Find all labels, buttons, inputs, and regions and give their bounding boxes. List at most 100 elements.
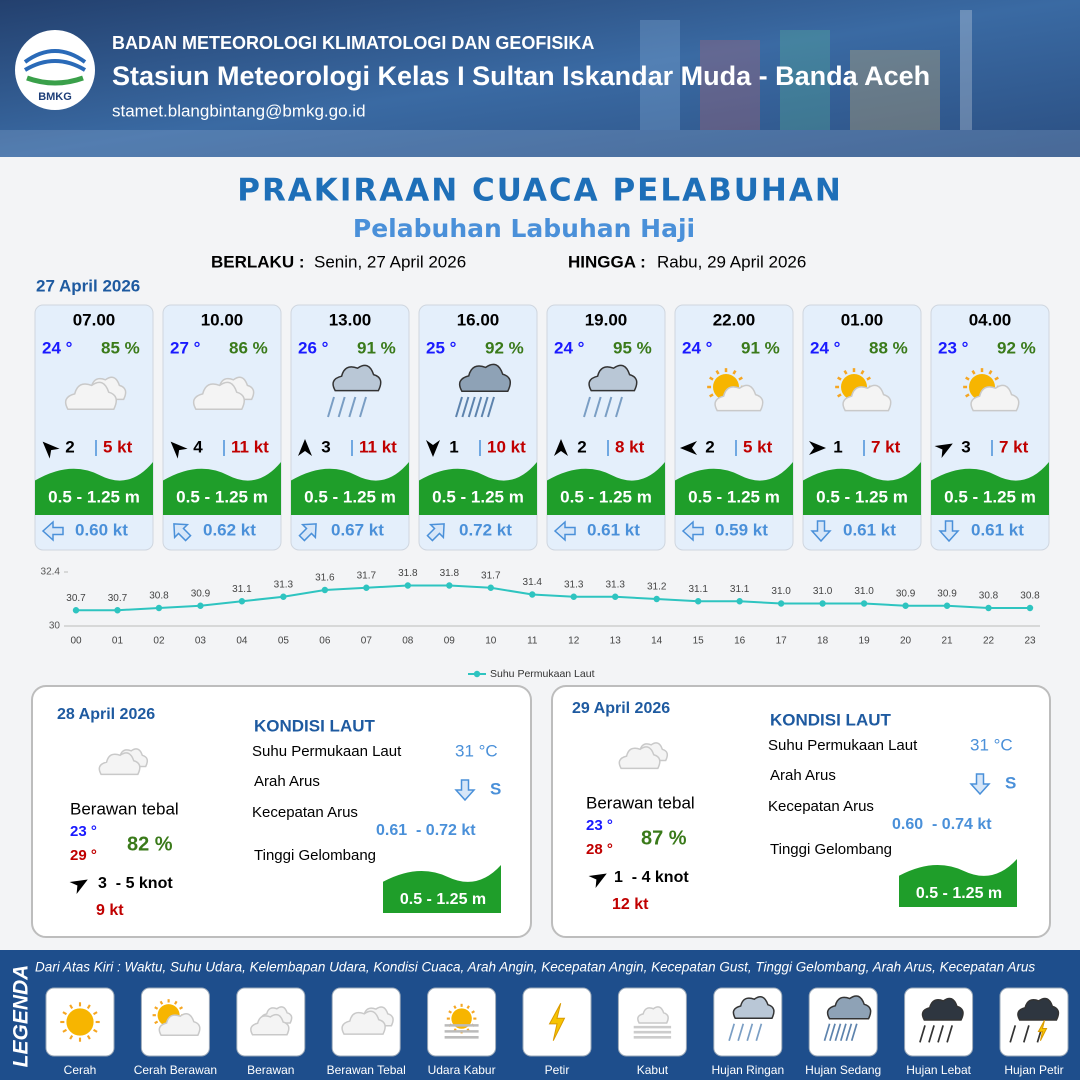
wave-height: 0.5 - 1.25 m [400, 891, 486, 908]
wave-height: 0.5 - 1.25 m [916, 885, 1002, 902]
x-tick-label: 09 [444, 636, 456, 647]
x-tick-label: 17 [776, 636, 788, 647]
date: 29 April 2026 [572, 700, 670, 717]
subtitle: Pelabuhan Labuhan Haji [353, 214, 695, 243]
sun-ray [93, 1028, 98, 1033]
cloud [970, 384, 1020, 412]
x-tick-label: 01 [112, 636, 124, 647]
logo-text: BMKG [38, 91, 72, 103]
point [860, 600, 868, 607]
x-tick-label: 18 [817, 636, 829, 647]
cloud [64, 381, 118, 410]
point [197, 602, 204, 609]
point [570, 593, 577, 600]
organization: BADAN METEOROLOGI KLIMATOLOGI DAN GEOFIS… [112, 33, 594, 53]
gust: 11 kt [231, 437, 269, 456]
current-speed: 0.61 kt [843, 520, 896, 539]
current-speed: 0.62 kt [203, 520, 256, 539]
value-label: 30.8 [149, 591, 169, 602]
y-tick-label: 32.4 [41, 567, 61, 578]
rain [583, 396, 591, 418]
value-label: 31.2 [647, 582, 667, 593]
rain [928, 1025, 935, 1043]
legend-item: Berawan [247, 1063, 294, 1077]
value-label: 31.1 [232, 584, 252, 595]
sun-ray [866, 376, 871, 381]
wave-label: Tinggi Gelombang [770, 841, 892, 858]
weather-icon [919, 997, 964, 1043]
sst-label: Suhu Permukaan Laut [252, 743, 402, 760]
x-tick-label: 02 [153, 636, 165, 647]
email: stamet.blangbintang@bmkg.go.id [112, 101, 366, 120]
value-label: 31.8 [398, 568, 418, 579]
rain [737, 1023, 745, 1041]
x-tick-label: 08 [402, 636, 414, 647]
sun-ray [715, 370, 720, 375]
weather-icon [444, 1003, 479, 1039]
x-tick-label: 23 [1024, 636, 1036, 647]
humidity: 88 % [869, 338, 908, 357]
sun-ray [179, 1006, 184, 1010]
humidity: 92 % [485, 338, 524, 357]
cloud [588, 364, 638, 392]
point [487, 584, 494, 591]
cloud [842, 384, 892, 412]
sun-ray [709, 376, 714, 381]
weather-icon [728, 996, 775, 1041]
point [653, 595, 660, 603]
humidity: 85 % [101, 338, 140, 357]
time: 04.00 [969, 310, 1012, 329]
rain [461, 396, 470, 418]
cloud [158, 1013, 201, 1037]
cloud [192, 381, 246, 410]
sun-ray [174, 1000, 178, 1005]
sun-ray [159, 1000, 164, 1005]
rain [829, 1023, 836, 1041]
rain [327, 396, 335, 418]
wave-band [383, 865, 501, 913]
rain [593, 396, 602, 418]
line [76, 584, 1030, 612]
wind: 1 - 4 knot [614, 869, 689, 886]
legend-item: Cerah Berawan [134, 1063, 217, 1077]
legend-items: Cerah Cerah Berawan Berawan Berawan Tebal Ud… [45, 987, 1069, 1077]
current-speed: 0.60 kt [75, 520, 128, 539]
temp-max: 29 ° [70, 847, 97, 864]
sun-ray [994, 376, 999, 381]
time: 19.00 [585, 310, 628, 329]
rain [487, 396, 495, 418]
humidity: 87 % [641, 827, 687, 849]
wave-band [803, 462, 921, 515]
value-label: 31.0 [854, 586, 874, 597]
sun-ray [86, 1035, 91, 1040]
point [694, 598, 702, 605]
current-direction [681, 520, 704, 542]
weather-icon [633, 1006, 672, 1039]
gust: 7 kt [999, 437, 1029, 456]
wave-height: 0.5 - 1.25 m [688, 487, 780, 506]
current-direction [454, 779, 476, 802]
wind-direction [69, 879, 88, 895]
wind-speed: 2 [705, 437, 714, 456]
rain [1009, 1025, 1017, 1043]
cloud [618, 746, 661, 770]
day-panel: 29 April 2026 Berawan tebal 23 ° 28 ° 87 % 1 … [551, 685, 1051, 938]
wave-height: 0.5 - 1.25 m [432, 487, 524, 506]
point [943, 602, 951, 609]
legend-box [999, 987, 1069, 1057]
x-tick-label: 11 [527, 636, 538, 647]
temperature: 27 ° [170, 338, 201, 357]
x-tick-label: 04 [236, 636, 248, 647]
gust: 5 kt [743, 437, 773, 456]
temp-max: 28 ° [586, 841, 613, 858]
gust: 5 kt [103, 437, 133, 456]
wave-band [675, 462, 793, 515]
bolt [548, 1003, 566, 1041]
temperature: 23 ° [938, 338, 969, 357]
x-tick-label: 13 [610, 636, 622, 647]
cloud [921, 997, 964, 1021]
